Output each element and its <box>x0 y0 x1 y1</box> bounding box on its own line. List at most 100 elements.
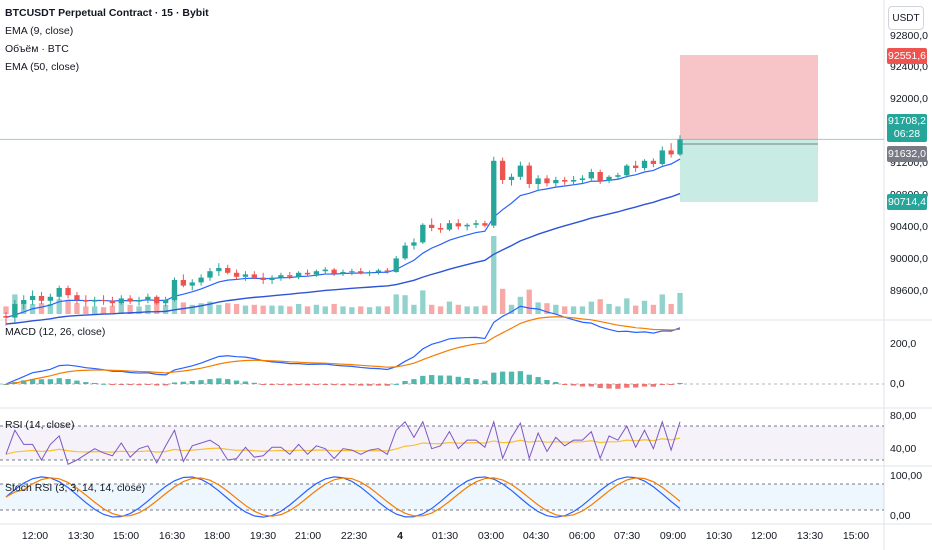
volume-bar <box>349 307 355 314</box>
volume-bar <box>570 306 577 314</box>
time-tick: 06:00 <box>568 530 596 542</box>
candle-body <box>508 176 515 180</box>
time-tick: 19:30 <box>249 530 277 542</box>
candle-body <box>56 288 62 297</box>
candle-body <box>313 271 320 275</box>
volume-bar <box>473 306 479 314</box>
macd-histogram-bar <box>65 378 71 384</box>
volume-bar <box>278 305 284 314</box>
volume-bar <box>491 236 497 314</box>
candle-body <box>668 150 674 155</box>
stoch-d-line <box>5 477 681 517</box>
candle-body <box>322 269 328 272</box>
price-tick: 92000,0 <box>890 93 928 105</box>
symbol-title[interactable]: BTCUSDT Perpetual Contract · 15 · Bybit <box>5 7 209 19</box>
volume-bar <box>641 300 648 314</box>
ema50-legend[interactable]: EMA (50, close) <box>5 61 80 73</box>
rsi-legend[interactable]: RSI (14, close) <box>5 419 75 431</box>
candle-body <box>207 271 213 278</box>
macd-histogram-bar <box>304 384 311 386</box>
candle-body <box>47 296 54 301</box>
volume-bar <box>446 301 453 314</box>
take-profit-zone <box>680 139 818 202</box>
stoch-tick: 0,00 <box>890 510 911 522</box>
macd-histogram-bar <box>641 384 648 387</box>
volume-bar <box>482 305 488 314</box>
volume-bar <box>216 304 222 314</box>
candle-body <box>216 268 222 272</box>
macd-histogram-bar <box>29 379 36 384</box>
macd-histogram-bar <box>21 380 27 384</box>
candle-body <box>100 300 107 301</box>
time-tick: 22:30 <box>340 530 368 542</box>
macd-histogram-bar <box>526 374 532 384</box>
macd-legend[interactable]: MACD (12, 26, close) <box>5 326 106 338</box>
macd-histogram-bar <box>535 377 541 384</box>
time-tick: 12:00 <box>21 530 49 542</box>
macd-histogram-bar <box>420 375 426 384</box>
candle-body <box>464 224 470 227</box>
volume-bar <box>562 306 568 314</box>
time-tick: 09:00 <box>659 530 687 542</box>
volume-bar <box>233 304 240 314</box>
macd-histogram-bar <box>313 384 320 385</box>
candle-body <box>242 274 249 277</box>
volume-bar <box>162 304 169 314</box>
macd-histogram-bar <box>162 384 169 386</box>
volume-legend[interactable]: Объём · BTC <box>5 43 69 55</box>
stoch-tick: 100,00 <box>890 470 923 482</box>
macd-histogram-bar <box>606 384 612 389</box>
candle-body <box>3 316 9 318</box>
volume-bar <box>313 304 320 314</box>
volume-bar <box>499 288 506 314</box>
ema9-legend[interactable]: EMA (9, close) <box>5 25 74 37</box>
macd-histogram-bar <box>579 384 586 387</box>
volume-bar <box>579 306 586 314</box>
time-tick: 15:00 <box>842 530 870 542</box>
time-tick: 15:00 <box>112 530 140 542</box>
currency-unit-button[interactable]: USDT <box>888 6 924 30</box>
volume-bar <box>393 294 399 314</box>
macd-histogram-bar <box>544 380 550 384</box>
volume-bar <box>650 304 657 314</box>
rsi-tick: 80,00 <box>890 410 917 422</box>
macd-histogram-bar <box>233 380 240 384</box>
macd-histogram-bar <box>118 384 124 385</box>
volume-bar <box>659 294 665 314</box>
stoch-rsi-legend[interactable]: Stoch RSI (3, 3, 14, 14, close) <box>5 482 146 494</box>
volume-bar <box>92 306 98 314</box>
volume-bar <box>74 303 80 314</box>
macd-histogram-bar <box>429 375 435 384</box>
volume-bar <box>668 304 674 314</box>
candle-body <box>499 160 506 180</box>
candle-body <box>641 160 648 168</box>
volume-bar <box>295 304 302 314</box>
volume-bar <box>615 306 621 314</box>
candle-body <box>189 282 195 286</box>
volume-bar <box>198 303 204 314</box>
candle-body <box>650 160 657 164</box>
volume-bar <box>65 300 71 314</box>
rsi-line <box>5 419 681 465</box>
candle-body <box>340 272 346 274</box>
volume-bar <box>553 304 559 314</box>
candle-body <box>437 228 444 230</box>
macd-histogram-bar <box>198 380 204 384</box>
volume-bar <box>517 296 524 314</box>
macd-histogram-bar <box>180 381 187 384</box>
volume-bar <box>83 306 89 314</box>
macd-histogram-bar <box>570 384 577 386</box>
volume-bar <box>189 304 195 314</box>
candle-body <box>233 272 240 277</box>
time-tick: 10:30 <box>705 530 733 542</box>
volume-bar <box>322 306 328 314</box>
price-tick: 90000,0 <box>890 253 928 265</box>
price-tick: 92400,0 <box>890 61 928 73</box>
time-tick: 13:30 <box>796 530 824 542</box>
volume-bar <box>366 307 373 314</box>
macd-histogram-bar <box>287 384 293 386</box>
candle-body <box>65 288 71 296</box>
volume-bar <box>3 306 9 314</box>
candle-body <box>624 165 630 176</box>
